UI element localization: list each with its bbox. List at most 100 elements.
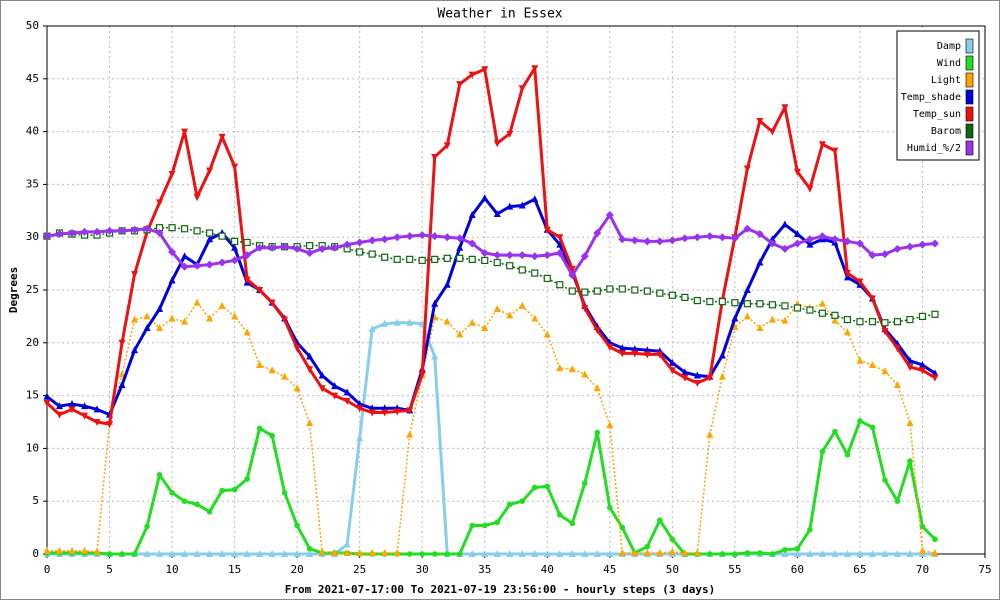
point bbox=[593, 327, 601, 335]
point bbox=[781, 302, 789, 310]
point bbox=[181, 498, 188, 505]
point bbox=[268, 243, 277, 252]
point bbox=[181, 128, 189, 136]
point bbox=[305, 249, 314, 258]
point bbox=[206, 508, 213, 515]
point bbox=[868, 318, 877, 326]
point bbox=[331, 548, 339, 556]
point bbox=[405, 232, 414, 241]
point bbox=[568, 365, 576, 373]
point bbox=[519, 498, 526, 505]
point bbox=[381, 409, 389, 417]
point bbox=[368, 409, 376, 417]
point bbox=[56, 411, 64, 419]
point bbox=[268, 299, 276, 307]
point bbox=[393, 318, 401, 326]
point bbox=[655, 237, 664, 246]
point bbox=[418, 371, 426, 379]
point bbox=[468, 239, 477, 248]
point bbox=[556, 364, 564, 372]
point bbox=[755, 230, 764, 239]
point bbox=[781, 550, 789, 557]
point bbox=[893, 345, 901, 353]
point bbox=[143, 312, 151, 320]
point bbox=[281, 316, 289, 324]
point bbox=[719, 551, 726, 557]
point bbox=[168, 276, 176, 284]
point bbox=[256, 425, 263, 432]
point bbox=[693, 548, 701, 556]
point bbox=[681, 548, 689, 556]
point bbox=[293, 384, 301, 392]
legend-label: Light bbox=[931, 75, 961, 86]
point bbox=[231, 163, 239, 171]
point bbox=[857, 418, 863, 424]
point bbox=[856, 550, 864, 557]
point bbox=[318, 385, 326, 393]
point bbox=[156, 472, 163, 478]
point bbox=[81, 546, 89, 554]
point bbox=[806, 306, 814, 314]
x-tick-label: 55 bbox=[728, 563, 741, 576]
point bbox=[656, 548, 664, 556]
point bbox=[456, 551, 463, 557]
point bbox=[593, 228, 602, 237]
point bbox=[555, 249, 564, 258]
point bbox=[468, 255, 476, 263]
y-tick-label: 40 bbox=[26, 125, 39, 138]
point bbox=[68, 406, 76, 414]
point bbox=[893, 550, 901, 557]
x-tick-label: 0 bbox=[44, 563, 51, 576]
point bbox=[768, 301, 776, 309]
point bbox=[756, 258, 764, 266]
point bbox=[818, 232, 827, 241]
point bbox=[506, 202, 514, 210]
point bbox=[593, 287, 601, 295]
point bbox=[231, 237, 239, 246]
point bbox=[468, 211, 476, 219]
point bbox=[806, 240, 814, 248]
point bbox=[180, 225, 189, 233]
point bbox=[330, 243, 339, 252]
point bbox=[493, 258, 501, 267]
point bbox=[493, 550, 501, 557]
point bbox=[106, 421, 114, 429]
point bbox=[280, 242, 289, 251]
point bbox=[293, 550, 301, 557]
point bbox=[156, 550, 164, 557]
point bbox=[456, 330, 464, 338]
x-tick-label: 15 bbox=[228, 563, 241, 576]
point bbox=[381, 319, 389, 327]
point bbox=[832, 428, 838, 435]
point bbox=[643, 548, 651, 556]
point bbox=[243, 238, 251, 247]
point bbox=[155, 228, 164, 237]
point bbox=[869, 424, 876, 431]
point bbox=[806, 550, 814, 557]
point bbox=[118, 381, 126, 389]
legend-label: Temp_sun bbox=[913, 109, 961, 120]
point bbox=[543, 550, 551, 557]
point bbox=[455, 234, 464, 243]
point bbox=[531, 484, 538, 491]
point bbox=[893, 381, 901, 389]
legend-label: Barom bbox=[931, 126, 961, 137]
point bbox=[193, 194, 201, 202]
point bbox=[906, 315, 914, 324]
point bbox=[306, 419, 314, 427]
point bbox=[93, 405, 101, 413]
point bbox=[543, 274, 551, 282]
point bbox=[605, 211, 614, 220]
legend-swatch bbox=[965, 140, 974, 156]
x-tick-label: 60 bbox=[791, 563, 804, 576]
point bbox=[793, 239, 802, 248]
point bbox=[43, 392, 51, 400]
point bbox=[381, 548, 389, 556]
y-tick-label: 50 bbox=[26, 19, 39, 32]
point bbox=[244, 476, 250, 482]
x-tick-label: 45 bbox=[603, 563, 616, 576]
point bbox=[618, 235, 627, 244]
point bbox=[206, 550, 214, 557]
point bbox=[131, 315, 139, 323]
point bbox=[681, 374, 689, 382]
